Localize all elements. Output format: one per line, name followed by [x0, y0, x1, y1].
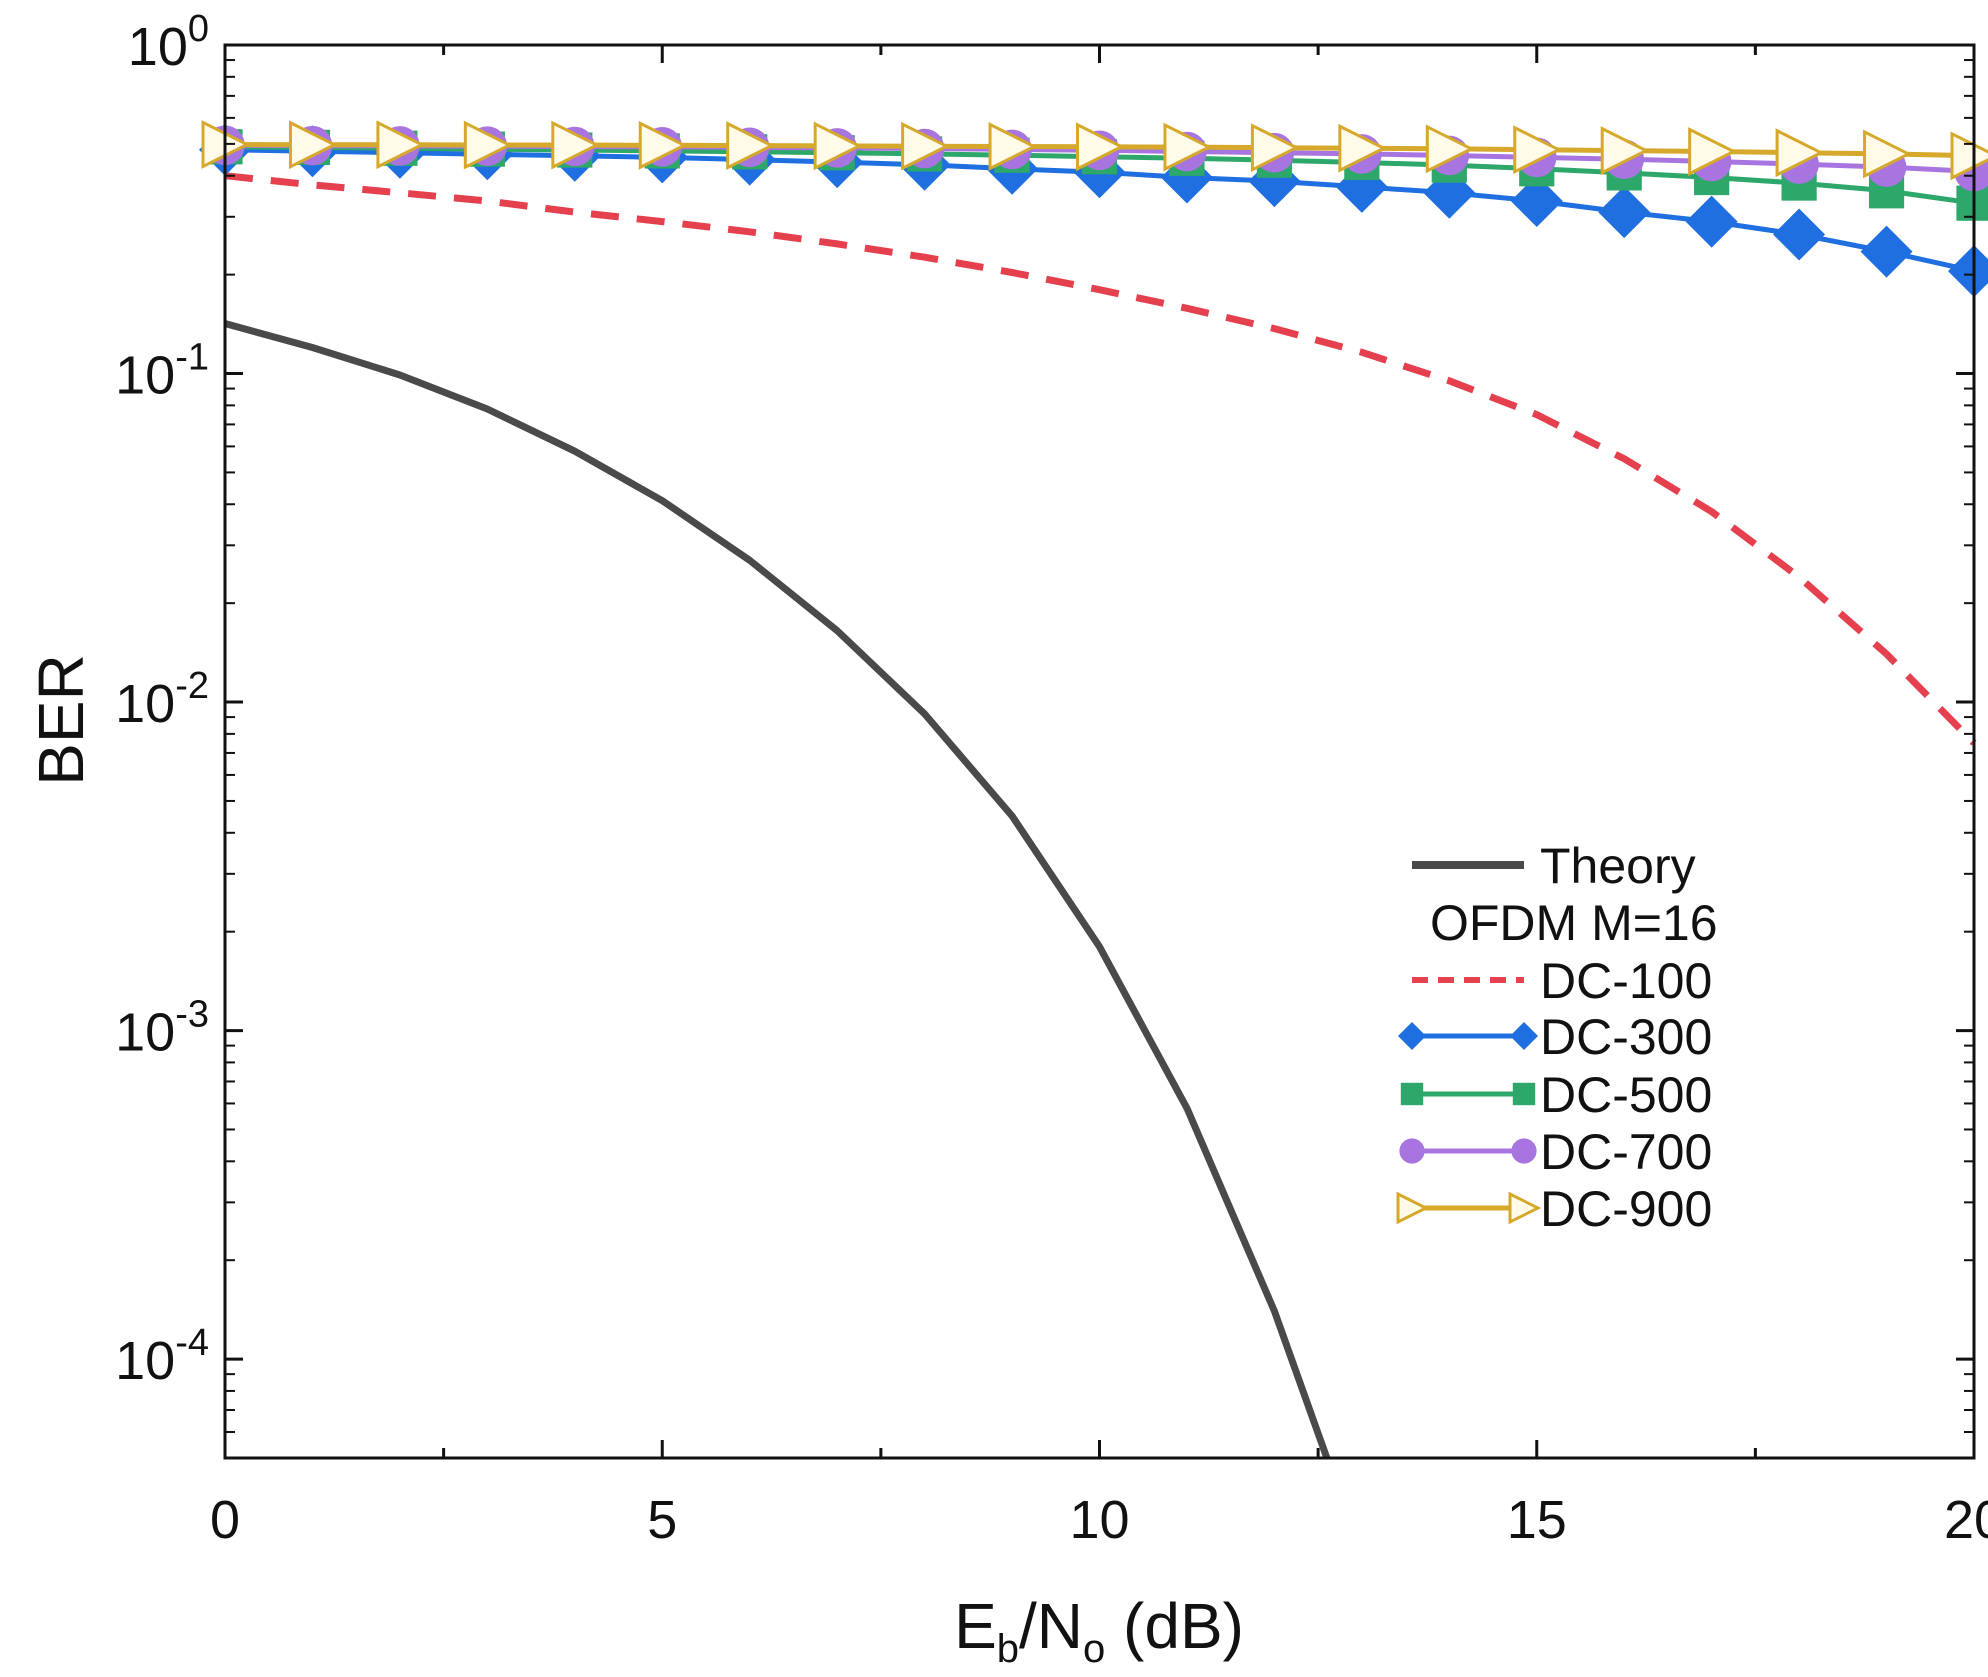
y-tick-exponent: 0 [188, 8, 209, 50]
data-point-dc-900 [1338, 123, 1388, 173]
y-tick-label: 10-1 [115, 337, 209, 406]
legend-marker-dc-500 [1400, 1082, 1424, 1106]
x-tick-label: 5 [647, 1490, 677, 1550]
legend-label-dc-700: DC-700 [1540, 1124, 1712, 1180]
legend-marker-dc-300 [1398, 1022, 1426, 1050]
legend-marker-dc-900 [1396, 1191, 1430, 1225]
x-tick-label: 10 [1069, 1490, 1129, 1550]
y-tick-exponent: -3 [175, 994, 209, 1036]
y-tick-label: 10-4 [115, 1322, 209, 1391]
x-axis-title-sub2: o [1083, 1627, 1105, 1671]
data-point-dc-900 [813, 121, 863, 171]
x-axis-title-base: E [954, 1590, 997, 1662]
data-point-dc-900 [988, 122, 1038, 171]
data-point-dc-900 [376, 120, 426, 170]
data-point-dc-900 [1076, 122, 1125, 172]
data-point-dc-900 [1425, 124, 1475, 174]
legend-marker-dc-300 [1510, 1022, 1538, 1050]
data-point-dc-900 [551, 120, 601, 170]
data-point-dc-900 [288, 120, 338, 170]
data-point-dc-900 [638, 120, 688, 170]
data-point-dc-300 [1860, 225, 1913, 278]
x-axis-title-tail: (dB) [1105, 1590, 1244, 1662]
y-tick-label: 10-2 [115, 665, 209, 734]
series-theory [224, 320, 1331, 1460]
y-tick-label: 10-3 [115, 994, 209, 1063]
data-point-dc-300 [1510, 175, 1563, 228]
y-tick-base: 10 [115, 674, 175, 734]
x-tick-label: 15 [1507, 1490, 1567, 1550]
series-line-theory [224, 320, 1331, 1460]
x-axis-title-mid: /N [1019, 1590, 1083, 1662]
legend-label-dc-100: DC-100 [1540, 953, 1712, 1009]
legend-marker-dc-500 [1512, 1082, 1536, 1106]
legend-subtitle: OFDM M=16 [1430, 895, 1718, 951]
data-point-dc-500 [1956, 185, 1988, 221]
data-point-dc-900 [1513, 125, 1563, 175]
data-point-dc-900 [1600, 126, 1650, 176]
series-dc-100 [224, 172, 1977, 746]
series-line-dc-100 [224, 172, 1977, 746]
tick-layer: 0510152010010-110-210-310-4 [115, 8, 1988, 1550]
data-point-dc-900 [463, 120, 513, 170]
data-point-dc-900 [1688, 127, 1738, 176]
x-axis-title-sub1: b [997, 1627, 1019, 1671]
legend-marker-dc-700 [1511, 1138, 1537, 1164]
data-point-dc-900 [1163, 122, 1213, 172]
plot-area [225, 45, 1974, 1458]
data-point-dc-300 [1948, 245, 1988, 298]
data-point-dc-900 [1775, 128, 1825, 178]
legend-label-theory: Theory [1540, 838, 1696, 894]
legend-label-dc-300: DC-300 [1540, 1009, 1712, 1065]
legend-label-dc-900: DC-900 [1540, 1181, 1712, 1237]
y-tick-exponent: -2 [175, 665, 209, 707]
y-tick-base: 10 [115, 346, 175, 406]
y-tick-label: 100 [128, 8, 209, 77]
legend-marker-dc-700 [1399, 1138, 1425, 1164]
x-tick-label: 20 [1944, 1490, 1988, 1550]
data-point-dc-300 [1685, 195, 1738, 248]
y-tick-base: 10 [128, 17, 188, 77]
data-point-dc-900 [726, 121, 776, 171]
x-axis-title: Eb/No (dB) [954, 1590, 1244, 1671]
legend-marker-dc-900 [1508, 1191, 1542, 1225]
y-tick-base: 10 [115, 1331, 175, 1391]
y-tick-exponent: -4 [175, 1322, 209, 1364]
x-tick-label: 0 [210, 1490, 240, 1550]
data-point-dc-900 [901, 121, 950, 171]
y-tick-exponent: -1 [175, 337, 209, 379]
data-point-dc-900 [1863, 129, 1912, 179]
data-point-dc-300 [1598, 186, 1651, 239]
y-axis-title: BER [25, 654, 97, 786]
y-tick-base: 10 [115, 1003, 175, 1063]
data-point-dc-300 [1773, 208, 1826, 261]
data-point-dc-900 [1250, 123, 1300, 173]
legend-label-dc-500: DC-500 [1540, 1067, 1712, 1123]
